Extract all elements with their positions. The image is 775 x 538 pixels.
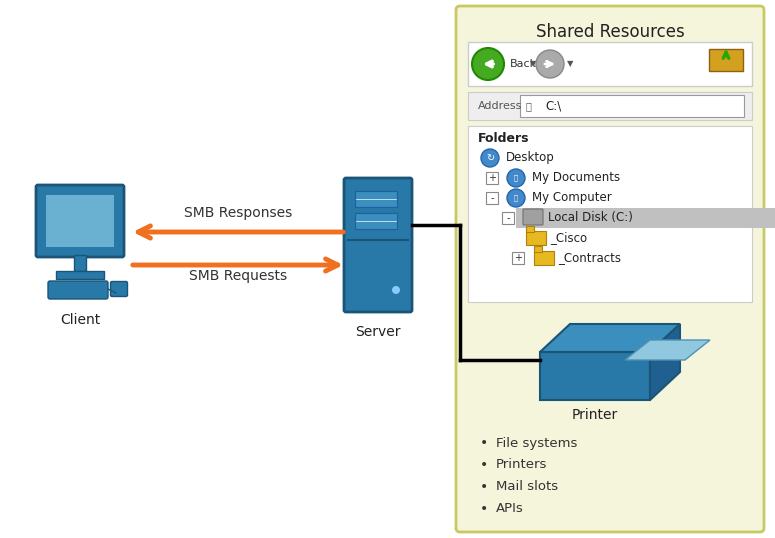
Text: •: • [480, 502, 488, 516]
FancyBboxPatch shape [523, 209, 543, 225]
FancyBboxPatch shape [36, 185, 124, 257]
FancyBboxPatch shape [468, 126, 752, 302]
Circle shape [536, 50, 564, 78]
Text: C:\: C:\ [545, 100, 561, 112]
FancyBboxPatch shape [456, 6, 764, 532]
Text: My Computer: My Computer [532, 192, 611, 204]
Polygon shape [540, 324, 680, 352]
Text: Printer: Printer [572, 408, 618, 422]
Text: 📋: 📋 [514, 175, 518, 181]
Polygon shape [625, 340, 710, 360]
FancyBboxPatch shape [344, 178, 412, 312]
Text: _Contracts: _Contracts [558, 251, 621, 265]
FancyBboxPatch shape [540, 352, 650, 400]
Text: APIs: APIs [496, 502, 524, 515]
Text: _Cisco: _Cisco [550, 231, 587, 244]
FancyBboxPatch shape [709, 49, 743, 71]
Text: Mail slots: Mail slots [496, 480, 558, 493]
Text: My Documents: My Documents [532, 172, 620, 185]
FancyBboxPatch shape [468, 42, 752, 86]
Text: Folders: Folders [478, 131, 529, 145]
Text: Server: Server [355, 325, 401, 339]
Circle shape [507, 169, 525, 187]
Text: SMB Responses: SMB Responses [184, 206, 292, 220]
FancyBboxPatch shape [486, 192, 498, 204]
Text: File systems: File systems [496, 436, 577, 450]
Circle shape [472, 48, 504, 80]
Text: -: - [491, 193, 494, 203]
Text: Client: Client [60, 313, 100, 327]
Text: 🖥: 🖥 [526, 101, 532, 111]
FancyBboxPatch shape [355, 213, 397, 229]
FancyBboxPatch shape [502, 212, 514, 224]
FancyBboxPatch shape [468, 92, 752, 120]
FancyBboxPatch shape [48, 281, 108, 299]
FancyBboxPatch shape [526, 226, 534, 232]
Text: +: + [488, 173, 496, 183]
FancyBboxPatch shape [111, 281, 128, 296]
Circle shape [392, 286, 400, 294]
FancyBboxPatch shape [534, 246, 542, 252]
Text: +: + [514, 253, 522, 263]
Text: SMB Requests: SMB Requests [189, 269, 287, 283]
Text: Printers: Printers [496, 458, 547, 471]
FancyBboxPatch shape [526, 231, 546, 245]
FancyBboxPatch shape [520, 95, 744, 117]
FancyBboxPatch shape [74, 255, 86, 271]
Text: 🖥: 🖥 [514, 195, 518, 201]
FancyBboxPatch shape [46, 195, 114, 247]
FancyBboxPatch shape [56, 271, 104, 279]
Text: •: • [480, 436, 488, 450]
Text: Desktop: Desktop [506, 152, 555, 165]
Text: Local Disk (C:): Local Disk (C:) [548, 211, 633, 224]
Text: ▼: ▼ [530, 60, 536, 68]
Circle shape [507, 189, 525, 207]
Text: •: • [480, 480, 488, 494]
Text: Shared Resources: Shared Resources [536, 23, 684, 41]
Text: ↻: ↻ [486, 153, 494, 163]
Text: -: - [506, 213, 510, 223]
FancyBboxPatch shape [355, 191, 397, 207]
Text: Back: Back [510, 59, 537, 69]
FancyBboxPatch shape [534, 251, 554, 265]
FancyBboxPatch shape [486, 172, 498, 184]
Text: ▼: ▼ [567, 60, 574, 68]
Text: Address: Address [478, 101, 522, 111]
Circle shape [481, 149, 499, 167]
FancyBboxPatch shape [512, 252, 524, 264]
FancyBboxPatch shape [516, 208, 775, 228]
Polygon shape [650, 324, 680, 400]
Text: •: • [480, 458, 488, 472]
